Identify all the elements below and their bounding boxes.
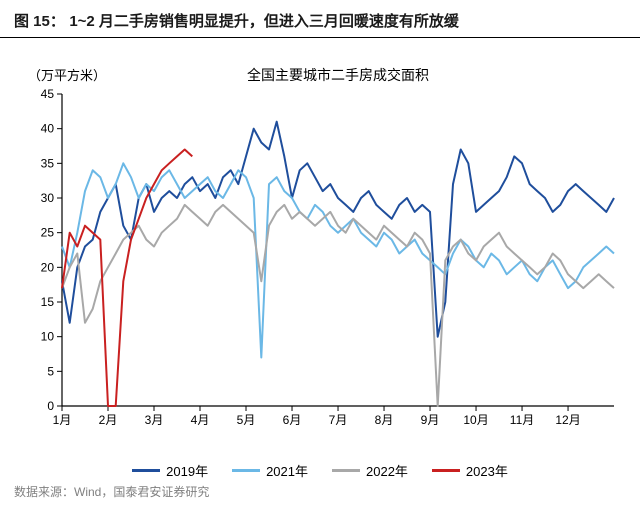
svg-text:6月: 6月: [283, 413, 302, 427]
series-2022年: [62, 205, 614, 406]
legend-label: 2019年: [166, 461, 208, 480]
data-source: 数据来源：Wind，国泰君安证券研究: [14, 483, 209, 500]
figure-label: 图 15：: [14, 13, 65, 30]
legend-swatch: [232, 469, 260, 472]
chart-legend: 2019年 2021年 2022年 2023年: [0, 461, 640, 480]
legend-item: 2022年: [332, 461, 408, 480]
svg-text:4月: 4月: [191, 413, 210, 427]
legend-item: 2023年: [432, 461, 508, 480]
series-2023年: [62, 150, 192, 407]
series-2021年: [62, 163, 614, 357]
svg-text:1月: 1月: [53, 413, 72, 427]
legend-item: 2019年: [132, 461, 208, 480]
svg-text:10: 10: [41, 330, 55, 344]
svg-text:8月: 8月: [375, 413, 394, 427]
svg-text:（万平方米）: （万平方米）: [28, 68, 106, 83]
series-2019年: [62, 122, 614, 337]
svg-text:40: 40: [41, 122, 55, 136]
svg-text:5月: 5月: [237, 413, 256, 427]
svg-text:25: 25: [41, 226, 55, 240]
svg-text:3月: 3月: [145, 413, 164, 427]
figure-title: 1~2 月二手房销售明显提升，但进入三月回暖速度有所放缓: [69, 13, 459, 30]
legend-swatch: [332, 469, 360, 472]
svg-text:12月: 12月: [555, 413, 580, 427]
chart-area: （万平方米） 全国主要城市二手房成交面积 0 5 10 15 20 25 30 35 40 45 1月 2…: [14, 46, 626, 466]
legend-swatch: [432, 469, 460, 472]
svg-text:10月: 10月: [463, 413, 488, 427]
svg-text:11月: 11月: [510, 413, 534, 427]
svg-text:30: 30: [41, 191, 55, 205]
legend-swatch: [132, 469, 160, 472]
svg-text:0: 0: [47, 399, 54, 413]
svg-text:2月: 2月: [99, 413, 118, 427]
figure-container: 图 15： 1~2 月二手房销售明显提升，但进入三月回暖速度有所放缓 （万平方米…: [0, 0, 640, 508]
legend-label: 2021年: [266, 461, 308, 480]
svg-text:45: 45: [41, 87, 55, 101]
svg-text:5: 5: [47, 364, 54, 378]
svg-text:35: 35: [41, 156, 55, 170]
legend-label: 2022年: [366, 461, 408, 480]
chart-svg: （万平方米） 全国主要城市二手房成交面积 0 5 10 15 20 25 30 35 40 45 1月 2…: [14, 46, 626, 466]
svg-text:9月: 9月: [421, 413, 440, 427]
svg-text:7月: 7月: [329, 413, 348, 427]
legend-label: 2023年: [466, 461, 508, 480]
svg-text:20: 20: [41, 260, 55, 274]
legend-item: 2021年: [232, 461, 308, 480]
figure-header: 图 15： 1~2 月二手房销售明显提升，但进入三月回暖速度有所放缓: [0, 0, 640, 38]
svg-text:全国主要城市二手房成交面积: 全国主要城市二手房成交面积: [247, 67, 429, 83]
svg-text:15: 15: [41, 295, 55, 309]
